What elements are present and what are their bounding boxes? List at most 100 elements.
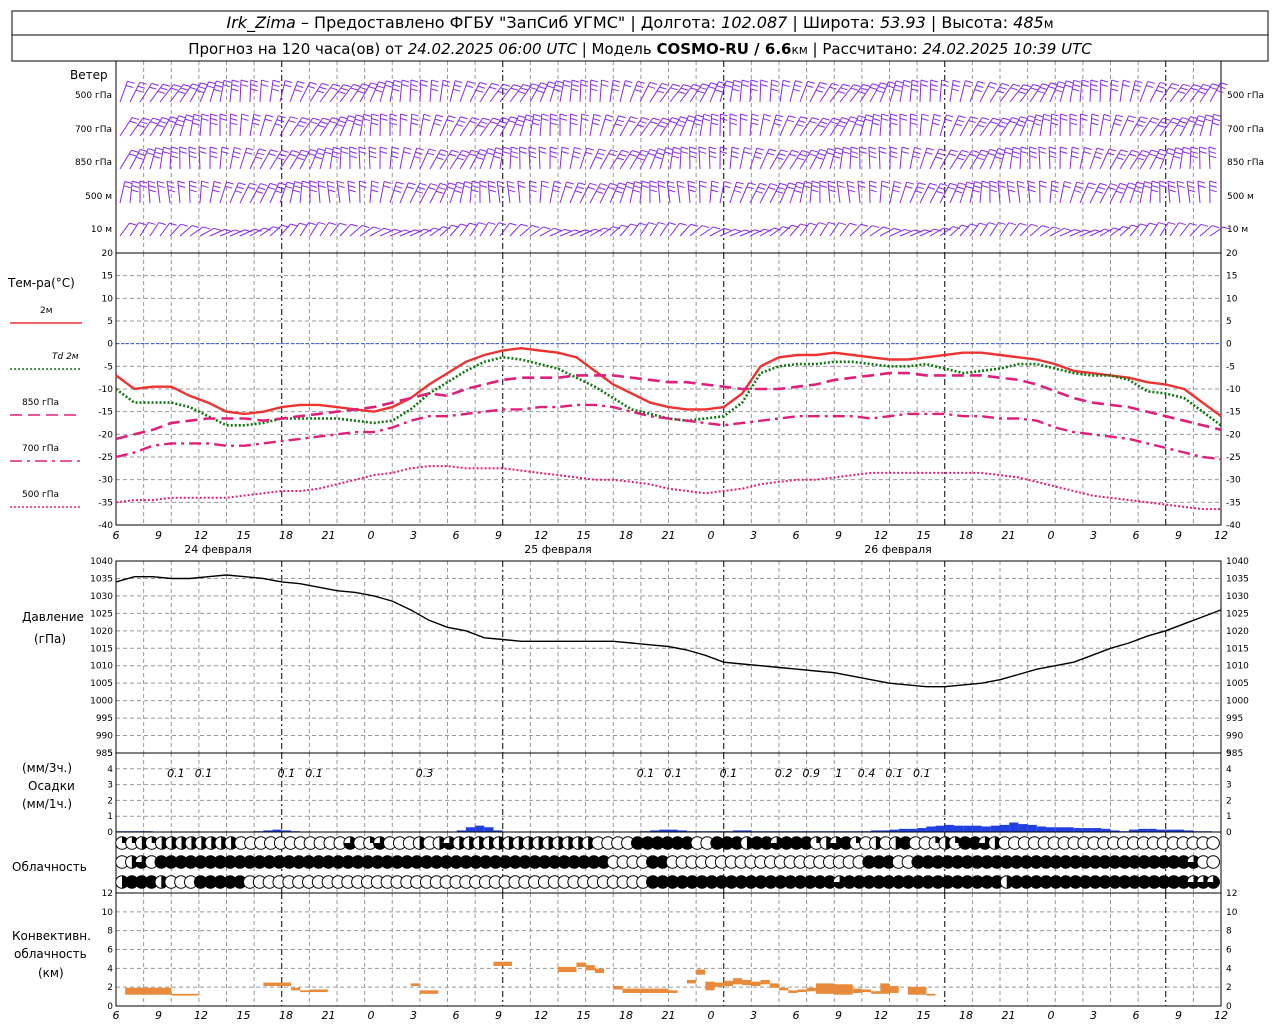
wind-barb [569,80,573,103]
wind-barb-flag [1198,115,1206,119]
wind-barb [1089,79,1092,103]
wind-barb-flag [478,222,486,226]
wind-barb [1059,229,1075,237]
wind-barb-flag [529,155,537,159]
wind-barb [439,150,453,170]
wind-barb-flag [375,89,383,93]
wind-barb [679,147,682,170]
wind-barb-flag [292,189,300,193]
wind-barb-flag [209,150,218,154]
wind-barb-flag [776,157,784,160]
wind-barb [119,181,126,204]
wind-barb [869,82,882,103]
wind-barb-flag [223,84,231,88]
wind-barb-flag [776,114,784,118]
wind-barb [769,80,773,103]
wind-barb-flag [368,86,376,90]
wind-barb [229,182,239,204]
y-tick-left: 1035 [90,574,113,584]
wind-barb-flag [196,90,204,93]
wind-barb-flag [795,80,803,84]
wind-barb-flag [1140,223,1148,227]
y-tick-left: -20 [98,430,113,440]
wind-barb-flag [233,151,241,155]
conv-cloud-bar [419,990,439,994]
wind-barb [929,148,940,170]
wind-barb [979,181,983,204]
wind-barb [639,149,651,170]
precip-bar [1073,828,1083,832]
wind-barb-flag [1060,146,1068,150]
wind-barb [159,222,171,237]
wind-barb [979,149,991,170]
wind-barb-flag [576,186,584,190]
wind-barb-flag [322,117,330,121]
wind-barb-flag [744,146,752,150]
wind-barb-flag [1123,79,1131,83]
wind-barb-flag [269,182,278,186]
wind-barb-flag [809,120,817,124]
wind-barb [1099,148,1110,170]
wind-barb [379,181,385,204]
cloud-symbol-fill [829,836,843,850]
wind-barb-flag [1072,88,1080,92]
wind-barb [279,80,286,103]
wind-barb-flag [987,152,996,156]
x-tick-label-temp: 6 [113,529,120,542]
wind-barb [389,80,395,103]
wind-barb-flag [1023,84,1031,88]
wind-barb-flag [1028,184,1036,188]
wind-barb [789,150,803,170]
wind-barb-flag [467,80,475,84]
wind-level-label-left: 700 гПа [75,125,112,135]
wind-barb-flag [595,156,603,160]
wind-barb [959,116,972,137]
wind-barb-flag [312,117,320,121]
wind-barb [129,222,140,237]
x-tick-label-bottom: 9 [155,1009,162,1022]
wind-barb [1197,181,1201,204]
wind-barb-flag [757,186,766,190]
wind-barb-flag [768,148,777,152]
y-tick-right: 20 [1226,249,1238,259]
wind-barb-flag [417,186,425,190]
cloud-symbol-fill [770,836,783,850]
wind-barb-flag [849,222,857,226]
wind-barb [619,150,633,170]
wind-barb-flag [436,114,444,118]
wind-barb-flag [572,155,580,159]
wind-barb-flag [759,182,767,186]
wind-barb-flag [893,185,901,189]
temp-series-line [115,403,1222,461]
precip-bar [484,827,494,832]
y-tick-right: 0 [1226,340,1232,350]
wind-barb-flag [841,117,850,121]
wind-barb [419,183,431,204]
wind-barb [1069,181,1078,204]
wind-barb-flag [681,146,689,150]
wind-barb-flag [881,117,889,121]
conv-frame [115,892,1222,1007]
wind-barb-flag [1050,122,1059,126]
wind-barb-flag [1026,119,1034,123]
precip-bar [677,830,687,832]
wind-barb [559,181,568,204]
wind-barb-flag [632,189,640,193]
wind-barb-flag [379,150,388,154]
wind-barb-flag [815,156,824,160]
x-tick-label-temp: 9 [495,529,502,542]
wind-barb-flag [230,122,238,126]
precip-bar [935,825,945,832]
wind-barb-flag [221,146,230,150]
wind-barb [199,181,203,204]
wind-barb-flag [729,113,738,117]
wind-barb-flag [376,85,385,89]
wind-barb-flag [817,124,825,128]
x-tick-label-bottom: 6 [1133,1009,1140,1022]
wind-barb-flag [139,81,147,85]
wind-barb-flag [872,83,880,87]
wind-barb-flag [219,113,228,117]
wind-barb [679,115,689,137]
y-tick-right: 10 [1226,294,1238,304]
